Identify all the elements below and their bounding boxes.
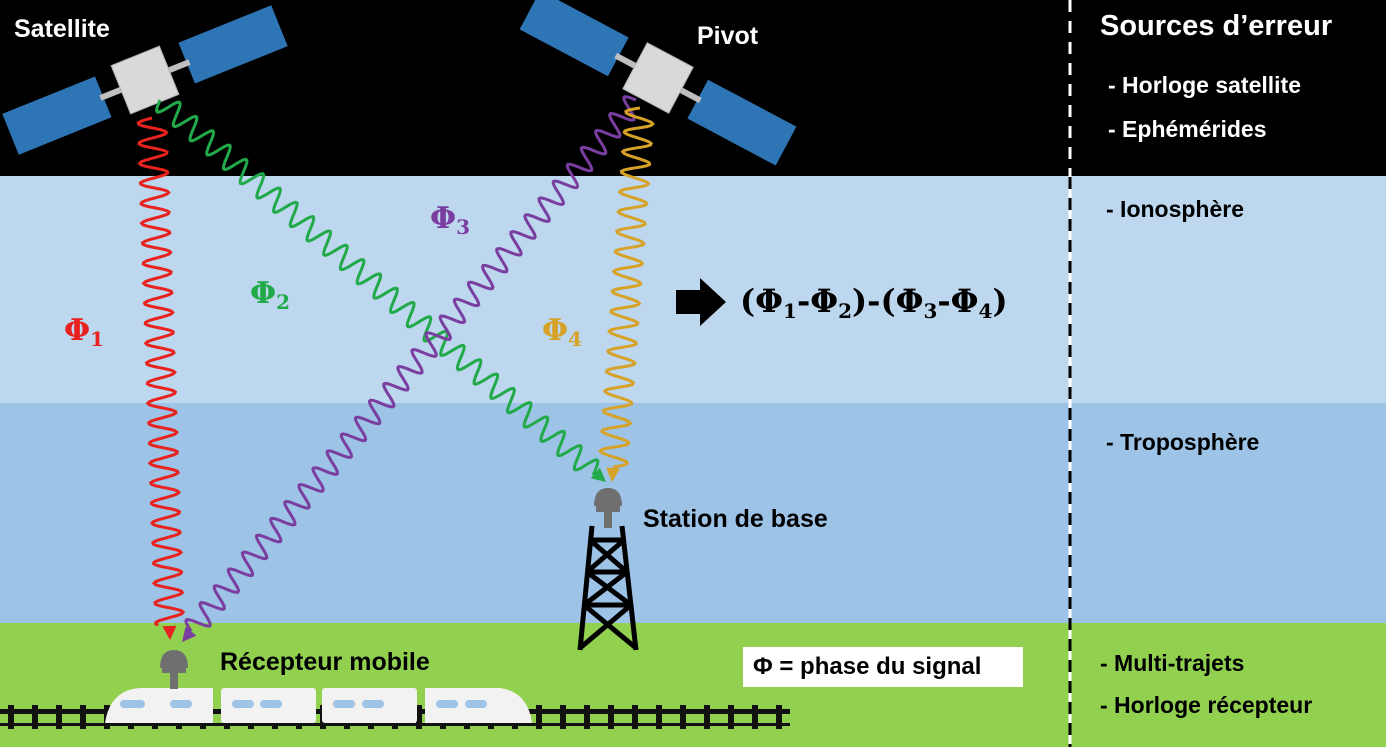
error-item-troposphere: - Troposphère — [1106, 429, 1260, 455]
train — [105, 688, 532, 723]
rail-sleeper — [728, 705, 734, 729]
rail-sleeper — [584, 705, 590, 729]
rail-sleeper — [656, 705, 662, 729]
solar-panel-left-a — [2, 76, 112, 155]
rail-sleeper — [608, 705, 614, 729]
divider-layer-dark — [1068, 177, 1072, 747]
solar-panel-pivot-b — [687, 79, 797, 166]
satellite-left — [2, 5, 288, 155]
signal-phi1-wave-arrowhead — [162, 625, 177, 640]
satellite-pivot — [519, 0, 797, 166]
formula-arrow-icon — [676, 278, 726, 326]
rail-sleeper — [752, 705, 758, 729]
ground-layer — [0, 623, 1386, 747]
base-station-label: Station de base — [643, 505, 828, 533]
mobile-receiver-antenna — [160, 650, 188, 689]
rail-sleeper — [704, 705, 710, 729]
rail-sleeper — [80, 705, 86, 729]
rail-sleeper — [416, 705, 422, 729]
signal-waves — [136, 95, 655, 642]
error-item-receiver-clock: - Horloge récepteur — [1100, 692, 1313, 718]
double-difference-formula: (Φ1-Φ2)-(Φ3-Φ4) — [740, 282, 1008, 323]
phi3-label: Φ3 — [430, 201, 471, 239]
rail-sleeper — [680, 705, 686, 729]
legend-box: Φ = phase du signal — [743, 647, 1023, 687]
signal-phi4-wave-arrowhead — [606, 467, 620, 482]
rail-sleeper — [632, 705, 638, 729]
legend-text: Φ = phase du signal — [753, 653, 982, 680]
signal-phi3-wave-arrowhead — [182, 626, 197, 642]
satellite-left-body — [110, 45, 180, 115]
rail-sleeper — [536, 705, 542, 729]
rail-sleeper — [776, 705, 782, 729]
signal-phi2-wave — [155, 99, 600, 476]
mobile-receiver-label: Récepteur mobile — [220, 648, 430, 676]
rail-sleeper — [560, 705, 566, 729]
rail-sleeper — [56, 705, 62, 729]
pivot-label: Pivot — [697, 22, 759, 50]
error-item-ionosphere: - Ionosphère — [1106, 196, 1245, 222]
base-station-tower — [577, 525, 639, 651]
signal-phi4-wave — [598, 106, 655, 469]
error-sources-title: Sources d’erreur — [1100, 10, 1333, 42]
base-station-antenna — [594, 488, 622, 528]
solar-panel-pivot-a — [519, 0, 629, 77]
ionosphere-layer — [0, 176, 1386, 403]
error-item-satellite-clock: - Horloge satellite — [1108, 72, 1301, 98]
signal-phi1-wave — [136, 116, 186, 627]
satellite-label: Satellite — [14, 15, 110, 43]
error-item-ephemerides: - Ephémérides — [1108, 116, 1267, 142]
error-item-multipath: - Multi-trajets — [1100, 650, 1245, 676]
signal-phi3-wave — [184, 95, 637, 633]
rail-sleeper — [32, 705, 38, 729]
troposphere-layer — [0, 403, 1386, 623]
solar-panel-left-b — [178, 5, 288, 84]
satellite-pivot-body — [622, 42, 694, 114]
signal-phi2-wave-arrowhead — [590, 467, 606, 482]
phi2-label: Φ2 — [250, 276, 291, 314]
rail-sleeper — [8, 705, 14, 729]
phi4-label: Φ4 — [542, 313, 583, 351]
phi1-label: Φ1 — [64, 313, 105, 351]
